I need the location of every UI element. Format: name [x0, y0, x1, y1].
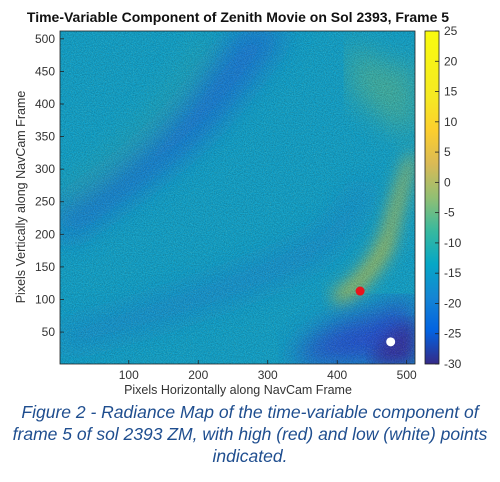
colorbar-tick-label: 5 [444, 145, 451, 159]
y-tick-label: 250 [35, 195, 55, 209]
x-axis-label: Pixels Horizontally along NavCam Frame [124, 383, 352, 397]
colorbar-tick-label: 15 [444, 85, 458, 99]
radiance-map-chart: Time-Variable Component of Zenith Movie … [14, 9, 462, 397]
colorbar-tick-label: -25 [444, 327, 462, 341]
colorbar-tick-label: -10 [444, 236, 462, 250]
point-markers [355, 286, 396, 347]
x-tick-label: 400 [327, 368, 347, 382]
y-tick-label: 50 [42, 325, 56, 339]
plot-frame [59, 30, 416, 365]
figure-caption: Figure 2 - Radiance Map of the time-vari… [12, 402, 488, 466]
x-axis-ticks: 100 200 300 400 500 [119, 360, 417, 382]
colorbar-tick-label: 0 [444, 175, 451, 189]
colorbar-tick-label: -5 [444, 206, 455, 220]
y-axis-ticks: 50 100 150 200 250 300 350 400 450 500 [35, 32, 64, 339]
y-tick-label: 500 [35, 32, 55, 46]
y-tick-label: 200 [35, 227, 55, 241]
y-tick-label: 450 [35, 64, 55, 78]
y-axis-label: Pixels Vertically along NavCam Frame [14, 91, 28, 304]
y-tick-label: 150 [35, 260, 55, 274]
colorbar-tick-label: -20 [444, 296, 462, 310]
y-tick-label: 100 [35, 292, 55, 306]
x-tick-label: 300 [258, 368, 278, 382]
x-tick-label: 100 [119, 368, 139, 382]
colorbar-tick-label: 20 [444, 54, 458, 68]
colorbar-tick-label: -30 [444, 357, 462, 371]
y-tick-label: 300 [35, 162, 55, 176]
colorbar-tick-label: 25 [444, 24, 458, 38]
high-point-marker [355, 286, 365, 296]
x-tick-label: 200 [188, 368, 208, 382]
chart-title: Time-Variable Component of Zenith Movie … [27, 9, 449, 25]
x-tick-label: 500 [397, 368, 417, 382]
colorbar-tick-label: -15 [444, 266, 462, 280]
y-tick-label: 350 [35, 130, 55, 144]
low-point-marker [386, 337, 396, 347]
colorbar [424, 30, 440, 365]
colorbar-tick-label: 10 [444, 115, 458, 129]
colorbar-ticks: 25 20 15 10 5 0 -5 -10 -15 -20 -25 -30 [435, 24, 462, 371]
heatmap-image [60, 31, 415, 364]
y-tick-label: 400 [35, 97, 55, 111]
